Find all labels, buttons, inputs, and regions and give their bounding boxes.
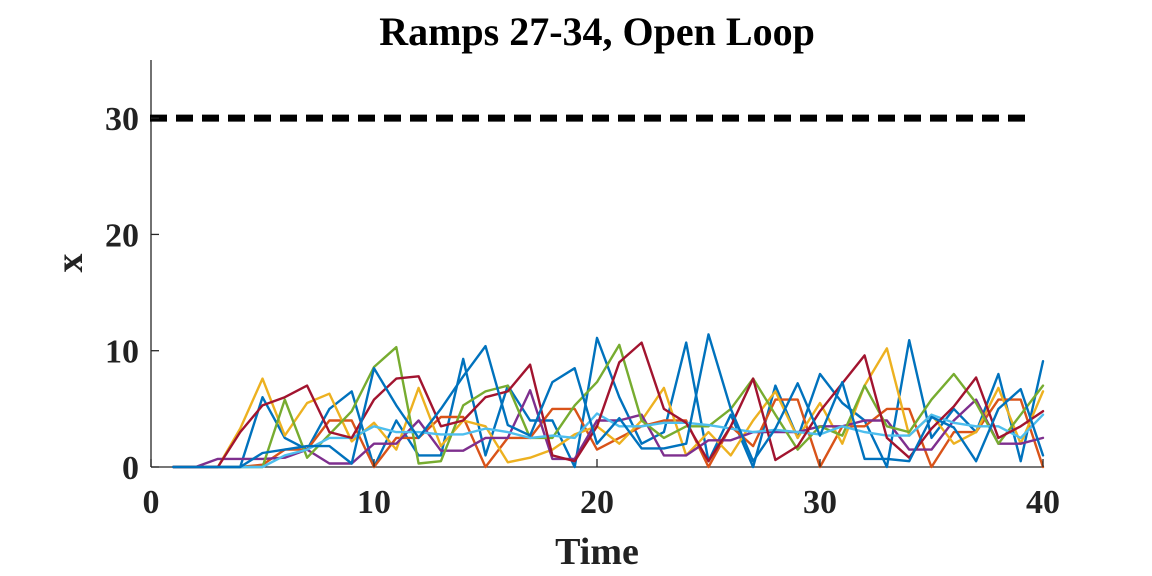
chart-title: Ramps 27-34, Open Loop — [379, 9, 815, 54]
x-tick-label: 30 — [803, 484, 837, 521]
x-tick-label: 0 — [143, 484, 160, 521]
x-tick-label: 40 — [1026, 484, 1060, 521]
series-line-8 — [172, 333, 1045, 469]
series-line-3 — [172, 347, 1045, 469]
y-tick-label: 10 — [105, 334, 139, 371]
y-tick-label: 20 — [105, 217, 139, 254]
y-axis-label: x — [49, 254, 91, 273]
y-tick-label: 0 — [122, 450, 139, 487]
y-tick-label: 30 — [105, 101, 139, 138]
x-ticks: 0 10 20 30 40 — [143, 459, 1060, 521]
series-group — [172, 333, 1045, 469]
x-tick-label: 10 — [357, 484, 391, 521]
y-ticks: 0 10 20 30 — [105, 101, 159, 487]
series-line-1 — [172, 336, 1045, 469]
series-line-7 — [172, 341, 1045, 469]
x-axis-label: Time — [555, 531, 639, 573]
series-line-2 — [172, 398, 1045, 469]
x-tick-label: 20 — [580, 484, 614, 521]
series-line-6 — [172, 412, 1045, 469]
